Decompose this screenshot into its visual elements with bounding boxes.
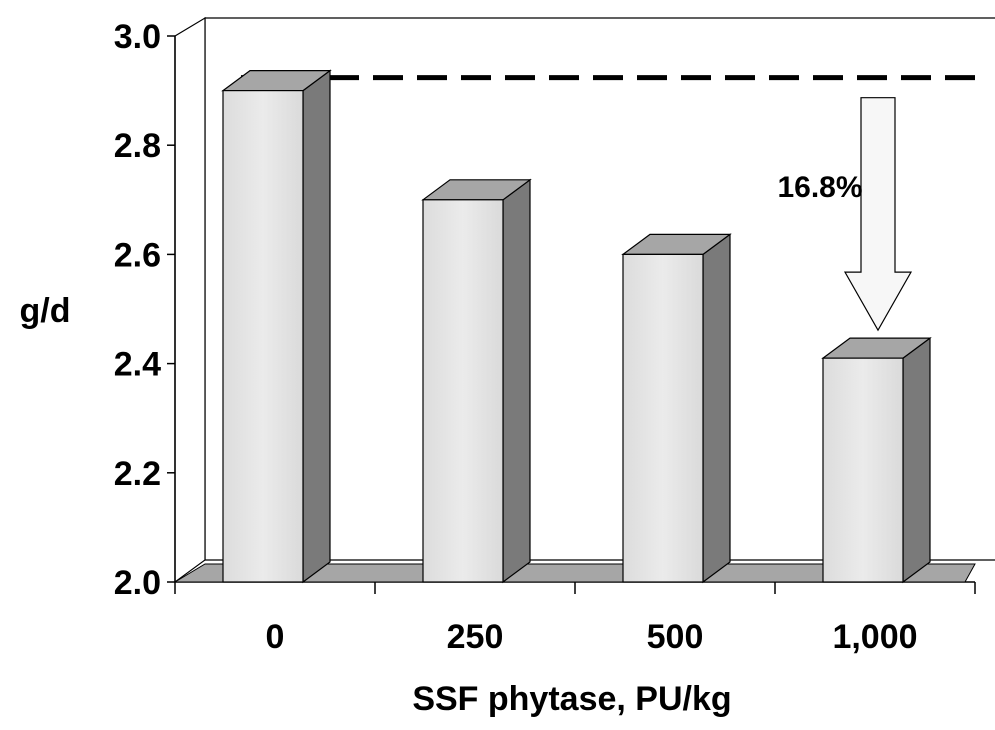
y-tick-label: 2.6 xyxy=(114,236,161,274)
bar-side-face xyxy=(902,336,931,584)
y-axis-title: g/d xyxy=(20,292,71,330)
bar-front-face xyxy=(622,253,704,583)
x-tick-label: 0 xyxy=(266,618,285,656)
down-arrow xyxy=(843,97,913,332)
bar-front-face xyxy=(422,199,504,583)
y-tick-label: 2.8 xyxy=(114,127,161,165)
y-ticks-layer: 2.0 2.2 2.4 2.6 2.8 3.0 xyxy=(114,18,175,602)
chart-left-wall xyxy=(174,16,206,584)
bars-layer xyxy=(221,69,932,584)
bar xyxy=(621,233,732,584)
bar-side-face xyxy=(702,233,731,584)
x-tick-label: 1,000 xyxy=(832,618,917,656)
bar xyxy=(421,178,532,584)
x-tick-label: 500 xyxy=(647,618,704,656)
bar xyxy=(821,336,932,584)
y-tick-label: 2.2 xyxy=(114,455,161,493)
y-tick-label: 3.0 xyxy=(114,18,161,56)
annotation-label: 16.8% xyxy=(777,171,862,204)
y-tick-label: 2.0 xyxy=(114,564,161,602)
bar-front-face xyxy=(222,89,304,583)
bar xyxy=(221,69,332,584)
y-tick-label: 2.4 xyxy=(114,346,161,384)
x-axis-title: SSF phytase, PU/kg xyxy=(412,680,731,718)
bar-front-face xyxy=(822,357,904,583)
x-tick-label: 250 xyxy=(447,618,504,656)
x-ticks-layer: 0 250 500 1,000 xyxy=(174,582,976,656)
bar-side-face xyxy=(502,178,531,584)
annotation-arrow-layer xyxy=(843,97,913,332)
bar-side-face xyxy=(302,69,331,584)
